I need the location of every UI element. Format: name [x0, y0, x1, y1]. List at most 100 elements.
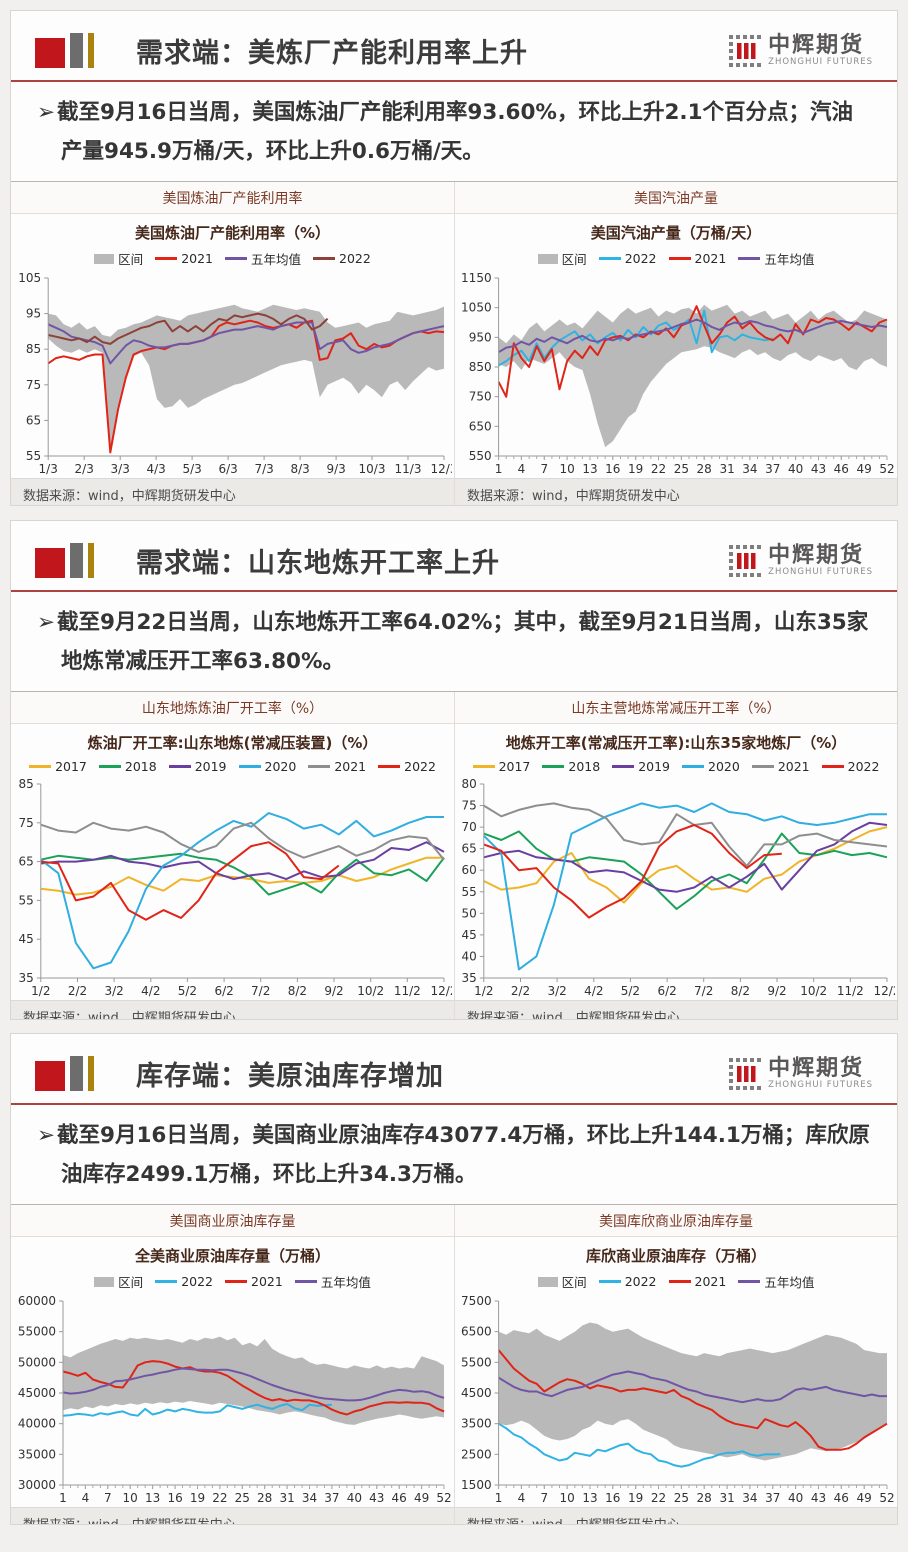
- svg-text:37: 37: [324, 1491, 339, 1505]
- chart-legend: 区间 2022 2021 五年均值: [11, 1268, 454, 1293]
- svg-text:4/2: 4/2: [584, 984, 603, 998]
- line-swatch-icon: [29, 765, 52, 769]
- logo-en: ZHONGHUI FUTURES: [768, 567, 873, 578]
- chart-panel-us-utilization: 美国炼油厂产能利用率 美国炼油厂产能利用率（%） 区间 2021 五年均值 2022 …: [11, 182, 454, 505]
- summary-text: ➢截至9月22日当周，山东地炼开工率64.02%；其中，截至9月21日当周，山东…: [37, 604, 873, 681]
- line-swatch-icon: [98, 765, 121, 769]
- svg-text:5/2: 5/2: [177, 984, 196, 998]
- svg-text:10: 10: [122, 1491, 137, 1505]
- svg-text:4: 4: [518, 462, 526, 476]
- svg-text:52: 52: [436, 1491, 451, 1505]
- svg-text:28: 28: [697, 1491, 712, 1505]
- svg-text:19: 19: [189, 1491, 204, 1505]
- svg-text:25: 25: [674, 1491, 689, 1505]
- svg-text:1/3: 1/3: [38, 462, 57, 476]
- legend-item: 2022: [313, 251, 371, 266]
- svg-text:1: 1: [59, 1491, 67, 1505]
- svg-text:60: 60: [462, 864, 477, 878]
- line-chart-us-crude-stock: 30000 35000 40000 45000 50000 55000 60000 1 4 7 10…: [17, 1295, 451, 1505]
- svg-text:6/3: 6/3: [218, 462, 237, 476]
- svg-text:4/2: 4/2: [141, 984, 160, 998]
- svg-text:3/3: 3/3: [110, 462, 129, 476]
- svg-text:5/3: 5/3: [182, 462, 201, 476]
- svg-text:12/3: 12/3: [430, 462, 451, 476]
- svg-text:10/2: 10/2: [800, 984, 827, 998]
- bullet-marker: ➢: [37, 610, 56, 635]
- line-swatch-icon: [155, 1280, 178, 1284]
- panel-title: 山东主营地炼常减压开工率（%）: [455, 692, 897, 725]
- header-mark-icon: [35, 1056, 94, 1091]
- data-source-note: 数据来源：wind，中辉期货研发中心: [11, 1000, 454, 1019]
- svg-text:7/3: 7/3: [254, 462, 273, 476]
- svg-text:49: 49: [413, 1491, 428, 1505]
- legend-item: 五年均值: [225, 249, 301, 268]
- svg-text:34: 34: [301, 1491, 316, 1505]
- line-swatch-icon: [668, 257, 691, 261]
- svg-text:9/2: 9/2: [767, 984, 786, 998]
- svg-text:950: 950: [469, 331, 492, 345]
- svg-text:1150: 1150: [461, 272, 492, 285]
- svg-text:65: 65: [25, 414, 40, 428]
- svg-text:35: 35: [18, 971, 33, 985]
- line-swatch-icon: [542, 765, 565, 769]
- legend-item: 2018: [98, 759, 157, 774]
- svg-text:75: 75: [25, 378, 40, 392]
- line-chart-shandong-rate: 35 45 55 65 75 85 1/2 2/2 3/2 4/2 5/2 6/2 7/2 8/2 9/2 1…: [18, 778, 451, 998]
- summary-text: ➢截至9月16日当周，美国商业原油库存43077.4万桶，环比上升144.1万桶…: [37, 1117, 873, 1194]
- line-swatch-icon: [225, 257, 247, 261]
- chart-panel-cushing-stock: 美国库欣商业原油库存量 库欣商业原油库存（万桶） 区间 2022 2021 五年均值 …: [454, 1205, 897, 1524]
- svg-text:2500: 2500: [461, 1448, 492, 1462]
- svg-text:6/2: 6/2: [214, 984, 233, 998]
- svg-text:13: 13: [144, 1491, 159, 1505]
- chart-title: 炼油厂开工率:山东地炼(常减压装置)（%）: [87, 734, 378, 753]
- svg-text:30000: 30000: [17, 1478, 55, 1492]
- svg-text:10: 10: [559, 1491, 574, 1505]
- data-source-note: 数据来源：wind，中辉期货研发中心: [11, 1507, 454, 1524]
- gold-bar-icon: [88, 1056, 94, 1091]
- logo-en: ZHONGHUI FUTURES: [768, 1080, 873, 1091]
- line-swatch-icon: [612, 765, 635, 769]
- legend-item: 2019: [168, 759, 227, 774]
- summary-block: ➢截至9月16日当周，美国商业原油库存43077.4万桶，环比上升144.1万桶…: [11, 1105, 897, 1206]
- svg-text:4/3: 4/3: [146, 462, 165, 476]
- chart-legend: 区间 2021 五年均值 2022: [11, 245, 454, 270]
- svg-text:1/2: 1/2: [31, 984, 50, 998]
- legend-item: 2018: [542, 759, 600, 774]
- line-swatch-icon: [313, 257, 336, 261]
- svg-text:40: 40: [346, 1491, 361, 1505]
- summary-sentence: 截至9月16日当周，美国商业原油库存43077.4万桶，环比上升144.1万桶；…: [57, 1123, 870, 1187]
- svg-text:22: 22: [651, 1491, 666, 1505]
- legend-item: 五年均值: [294, 1272, 371, 1291]
- svg-text:52: 52: [879, 1491, 894, 1505]
- svg-text:8/3: 8/3: [290, 462, 309, 476]
- legend-item: 2022: [821, 759, 879, 774]
- svg-text:34: 34: [742, 462, 757, 476]
- legend-item: 五年均值: [738, 249, 814, 268]
- svg-text:2/3: 2/3: [74, 462, 93, 476]
- line-swatch-icon: [668, 1280, 691, 1284]
- svg-text:1: 1: [495, 1491, 503, 1505]
- svg-text:8/2: 8/2: [731, 984, 750, 998]
- svg-text:46: 46: [834, 1491, 849, 1505]
- logo-cn: 中辉期货: [768, 542, 865, 568]
- band-swatch-icon: [537, 253, 558, 264]
- legend-item: 2021: [668, 251, 726, 266]
- svg-text:7500: 7500: [461, 1295, 492, 1308]
- svg-text:80: 80: [462, 778, 477, 791]
- legend-item: 区间: [537, 1272, 587, 1291]
- svg-text:49: 49: [857, 1491, 872, 1505]
- svg-text:9/2: 9/2: [324, 984, 343, 998]
- line-chart-cushing-stock: 1500 2500 3500 4500 5500 6500 7500 1 4 7 10 13 16 19 2…: [461, 1295, 895, 1505]
- legend-item: 2021: [668, 1274, 726, 1289]
- bullet-marker: ➢: [37, 1123, 56, 1148]
- svg-text:550: 550: [469, 449, 492, 463]
- panel-title: 山东地炼炼油厂开工率（%）: [11, 692, 454, 725]
- legend-item: 2022: [155, 1274, 213, 1289]
- slide-demand-us-refinery: 需求端：美炼厂产能利用率上升 中辉期货 ZHONGHUI FUTURES ➢截至…: [10, 10, 898, 506]
- svg-text:1050: 1050: [461, 301, 492, 315]
- svg-text:7: 7: [103, 1491, 111, 1505]
- svg-text:46: 46: [834, 462, 849, 476]
- svg-text:22: 22: [212, 1491, 227, 1505]
- svg-text:65: 65: [18, 855, 33, 869]
- svg-text:11/2: 11/2: [393, 984, 420, 998]
